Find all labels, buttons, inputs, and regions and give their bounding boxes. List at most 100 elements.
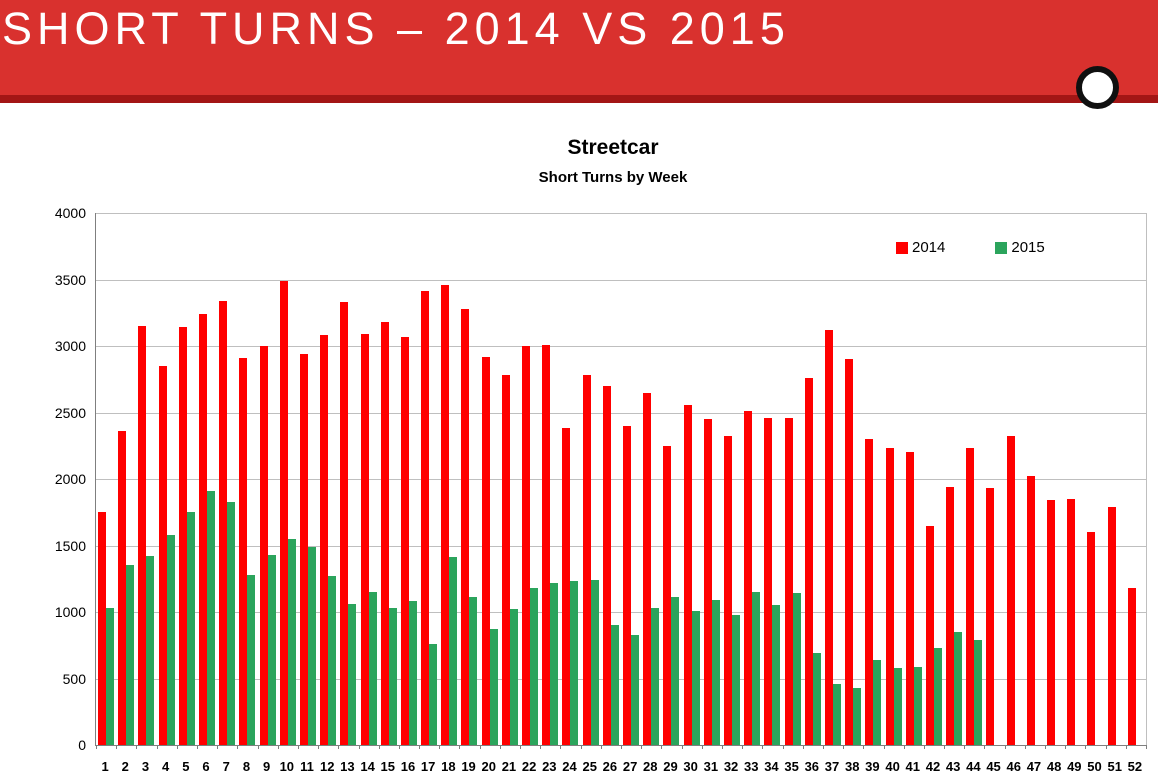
legend: 2014 2015 (896, 239, 1045, 256)
x-tick-label: 10 (279, 759, 295, 774)
x-tick-label: 28 (643, 759, 658, 774)
x-tick-label: 18 (441, 759, 456, 774)
x-tick-label: 19 (461, 759, 476, 774)
x-tick-label: 29 (663, 759, 678, 774)
bar-2015-week-8 (247, 574, 256, 745)
x-tick (277, 745, 279, 749)
x-tick-label: 47 (1026, 759, 1042, 774)
gridline (96, 279, 1146, 281)
x-tick-label: 45 (986, 759, 1001, 774)
bar-2014-week-46 (1006, 436, 1015, 745)
x-tick-label: 31 (703, 759, 719, 774)
x-tick (681, 745, 683, 749)
x-tick (1085, 745, 1087, 749)
x-tick (984, 745, 986, 749)
x-tick-label: 27 (622, 759, 638, 774)
bar-2015-week-6 (206, 490, 215, 745)
bar-2015-week-21 (509, 609, 518, 745)
chart-subtitle: Short Turns by Week (538, 169, 688, 186)
bar-2015-week-12 (328, 576, 337, 745)
bar-2014-week-31 (703, 419, 712, 745)
legend-swatch-icon (896, 241, 908, 254)
x-tick-label: 4 (162, 759, 170, 774)
x-tick-label: 30 (683, 759, 698, 774)
x-tick-label: 21 (501, 759, 517, 774)
bar-2014-week-40 (885, 448, 894, 745)
bar-2015-week-9 (267, 554, 276, 745)
bar-2014-week-37 (824, 330, 833, 745)
x-tick-label: 25 (582, 759, 597, 774)
x-tick-label: 39 (865, 759, 880, 774)
bar-2014-week-3 (138, 326, 147, 745)
bar-2015-week-34 (772, 605, 781, 745)
bar-2015-week-17 (429, 643, 438, 745)
x-tick-label: 40 (885, 759, 900, 774)
bar-2015-week-14 (368, 592, 377, 745)
x-tick (802, 745, 804, 749)
x-tick-label: 3 (141, 759, 150, 774)
gridline (96, 412, 1146, 414)
bar-2014-week-48 (1047, 500, 1056, 745)
x-tick (156, 745, 158, 749)
bar-2014-week-39 (865, 439, 874, 745)
bar-2015-week-22 (530, 588, 539, 745)
x-tick (944, 745, 946, 749)
bar-2015-week-40 (893, 667, 902, 745)
x-tick (358, 745, 360, 749)
legend-label: 2015 (1011, 239, 1045, 256)
bar-2015-week-30 (691, 610, 700, 745)
x-tick-label: 23 (542, 759, 557, 774)
x-tick (964, 745, 966, 749)
x-tick-label: 11 (300, 759, 314, 774)
bar-2015-week-42 (933, 647, 942, 745)
bar-2014-week-50 (1087, 532, 1096, 745)
gridline (96, 678, 1146, 680)
bar-2014-week-16 (400, 336, 409, 745)
x-tick-label: 9 (263, 759, 271, 774)
bar-2015-week-37 (832, 683, 841, 745)
x-tick-label: 48 (1046, 759, 1062, 774)
bar-2015-week-31 (711, 600, 720, 745)
bar-2015-week-16 (408, 601, 417, 745)
bar-2015-week-5 (186, 512, 195, 745)
legend-label: 2014 (912, 239, 946, 256)
bar-2015-week-3 (146, 556, 155, 745)
x-tick-label: 51 (1107, 759, 1122, 774)
chart-title: Streetcar (567, 136, 659, 159)
x-tick-label: 24 (562, 759, 577, 774)
bar-2014-week-19 (461, 308, 470, 745)
x-tick (1004, 745, 1006, 749)
bar-2014-week-27 (623, 425, 631, 745)
bar-2014-week-49 (1067, 498, 1076, 745)
x-tick (1065, 745, 1067, 749)
bar-2015-week-43 (954, 631, 963, 745)
x-tick (782, 745, 784, 749)
y-tick-label: 3000 (54, 338, 86, 354)
header-banner: SHORT TURNS – 2014 VS 2015 (0, 0, 1158, 95)
bar-2014-week-43 (946, 486, 955, 745)
x-tick-label: 44 (966, 759, 981, 774)
bar-2015-week-39 (873, 659, 882, 745)
bar-2014-week-45 (986, 488, 995, 745)
bar-2015-week-44 (974, 639, 983, 745)
x-tick (318, 745, 320, 749)
x-tick (560, 745, 562, 749)
bar-2015-week-41 (913, 666, 922, 745)
x-tick (237, 745, 239, 749)
bar-2015-week-20 (489, 629, 498, 745)
x-tick (661, 745, 663, 749)
bar-2015-week-19 (469, 597, 478, 745)
x-tick (499, 745, 501, 749)
x-tick (621, 745, 622, 749)
bar-2014-week-41 (905, 452, 914, 745)
bar-2014-week-12 (320, 335, 329, 745)
x-tick (600, 745, 602, 749)
x-tick (419, 745, 421, 749)
x-tick-label: 38 (844, 759, 860, 774)
x-tick-label: 32 (723, 759, 739, 774)
bar-2014-week-17 (421, 291, 430, 745)
bar-2015-week-1 (106, 608, 114, 745)
x-tick (903, 745, 905, 749)
x-tick (742, 745, 744, 749)
